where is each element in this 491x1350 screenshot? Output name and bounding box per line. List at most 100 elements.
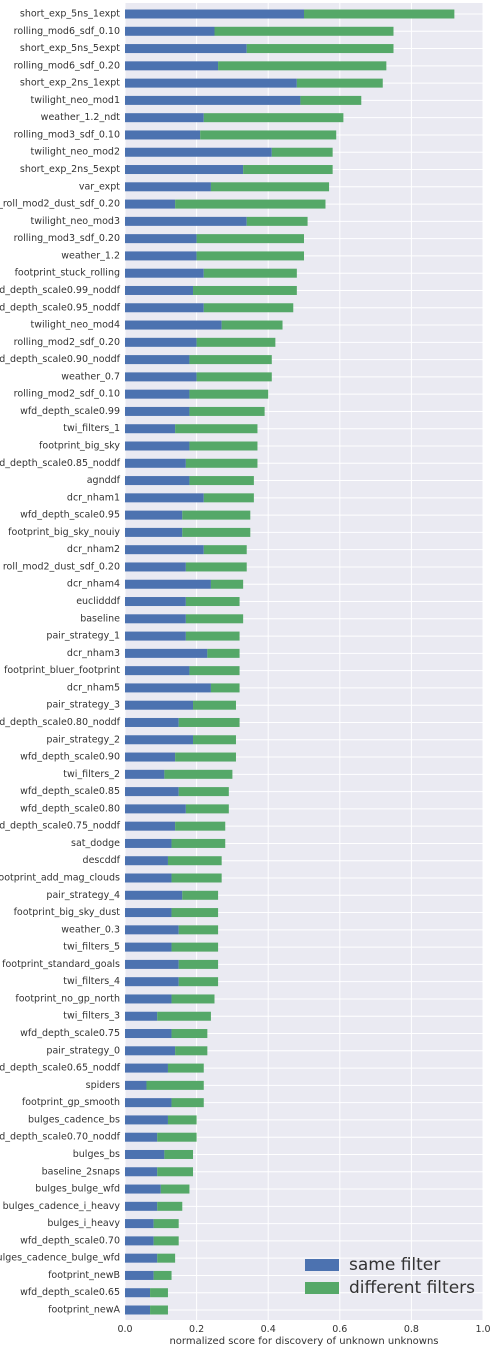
bar-different-filters-pair-strategy-0 [175, 1046, 208, 1056]
bar-different-filters-dcr-nham4 [210, 579, 244, 589]
bar-same-filter-bulges-cadence-bulge-wfd [125, 1253, 158, 1263]
legend-swatch-different-filters [305, 1282, 339, 1294]
y-tick-label: wfd_depth_scale0.99_noddf [0, 285, 121, 296]
bar-different-filters-pair-strategy-1 [185, 631, 240, 641]
bar-same-filter-roll-mod2-dust-sdf-0-20 [125, 562, 186, 572]
bar-different-filters-footprint-standard-goals [178, 959, 219, 969]
bar-different-filters-weather-0-3 [178, 925, 219, 935]
y-tick-label: weather_1.2 [61, 250, 120, 261]
y-tick-label: dcr_nham4 [67, 579, 120, 590]
bar-different-filters-dcr-nham2 [203, 545, 247, 555]
bar-different-filters-var-expt [210, 182, 330, 192]
bar-different-filters-spiders [146, 1080, 204, 1090]
y-tick-label: weather_1.2_ndt [41, 112, 121, 123]
y-tick-label: rolling_mod3_sdf_0.20 [14, 233, 120, 244]
bar-same-filter-descddf [125, 856, 168, 866]
bar-same-filter-wfd-depth-scale0-75 [125, 1029, 172, 1039]
bar-same-filter-footprint-add-mag-clouds [125, 873, 172, 883]
bar-same-filter-wfd-depth-scale0-99-noddf [125, 285, 194, 295]
bar-same-filter-footprint-big-sky-nouiy [125, 527, 183, 537]
y-tick-label: bulges_bulge_wfd [35, 1184, 120, 1195]
bar-different-filters-twi-filters-2 [164, 769, 233, 779]
y-tick-label: pair_strategy_3 [46, 700, 120, 711]
bar-different-filters-agnddf [189, 476, 254, 486]
y-tick-label: twi_filters_1 [63, 423, 120, 434]
bar-same-filter-twilight-neo-mod3 [125, 216, 247, 226]
y-tick-label: footprint_add_mag_clouds [0, 873, 120, 884]
y-tick-label: short_exp_2ns_5expt [20, 164, 120, 175]
bar-same-filter-footprint-newb [125, 1270, 154, 1280]
bar-same-filter-pair-strategy-2 [125, 735, 194, 745]
bar-same-filter-wfd-depth-scale0-70 [125, 1236, 154, 1246]
bar-same-filter-bulges-bs [125, 1149, 165, 1159]
bar-different-filters-footprint-big-sky-dust [171, 908, 219, 918]
bar-same-filter-twi-filters-5 [125, 942, 172, 952]
y-tick-label: wfd_depth_scale0.99 [20, 406, 120, 417]
y-tick-label: bulges_i_heavy [47, 1218, 120, 1229]
bar-different-filters-footprint-gp-smooth [171, 1098, 204, 1108]
bar-same-filter-bulges-i-heavy [125, 1219, 154, 1229]
x-tick-label: 1.0 [475, 1324, 490, 1335]
bar-same-filter-twi-filters-2 [125, 769, 165, 779]
y-tick-label: wfd_depth_scale0.70 [20, 1235, 120, 1246]
y-tick-label: wfd_depth_scale0.65_noddf [0, 1063, 121, 1074]
bar-same-filter-rolling-mod6-sdf-0-10 [125, 26, 215, 36]
y-tick-label: rolling_mod2_sdf_0.10 [14, 389, 120, 400]
y-tick-label: footprint_no_gp_north [15, 993, 120, 1004]
bar-different-filters-wfd-depth-scale0-99 [189, 406, 265, 416]
bar-same-filter-short-exp-2ns-1expt [125, 78, 297, 88]
y-tick-label: twi_filters_2 [63, 769, 120, 780]
bar-same-filter-rolling-mod2-sdf-0-20 [125, 337, 197, 347]
y-tick-label: dcr_nham3 [67, 648, 120, 659]
bar-same-filter-twi-filters-1 [125, 424, 176, 434]
bar-same-filter-short-exp-5ns-5expt [125, 44, 247, 54]
bar-same-filter-spiders [125, 1080, 147, 1090]
bar-different-filters-short-exp-5ns-1expt [304, 9, 455, 19]
bar-different-filters-dcr-nham3 [207, 648, 240, 658]
bar-same-filter-footprint-gp-smooth [125, 1098, 172, 1108]
bar-different-filters-bulges-bs [164, 1149, 194, 1159]
bar-different-filters-bulges-bulge-wfd [160, 1184, 190, 1194]
bar-different-filters-rolling-mod2-sdf-0-10 [189, 389, 269, 399]
bar-same-filter-rolling-mod3-sdf-0-10 [125, 130, 201, 140]
y-tick-label: rolling_mod3_sdf_0.10 [14, 129, 120, 140]
bar-same-filter-wfd-depth-scale0-95 [125, 510, 183, 520]
bar-same-filter-weather-1-2-ndt [125, 113, 204, 123]
legend-swatch-same-filter [305, 1259, 339, 1271]
bar-different-filters-rolling-mod3-sdf-0-20 [196, 234, 304, 244]
y-tick-label: short_exp_5ns_1expt [20, 9, 120, 20]
bar-same-filter-baseline-2snaps [125, 1167, 158, 1177]
y-tick-label: short_exp_2ns_1expt [20, 78, 120, 89]
y-tick-label: twi_filters_5 [63, 942, 120, 953]
bar-same-filter-dcr-nham1 [125, 493, 204, 503]
bar-different-filters-wfd-depth-scale0-99-noddf [193, 285, 297, 295]
bar-same-filter-weather-1-2 [125, 251, 197, 261]
legend-label-different-filters: different filters [349, 1278, 475, 1298]
bar-different-filters-pair-strategy-2 [193, 735, 236, 745]
bar-different-filters-wfd-depth-scale0-65-noddf [167, 1063, 204, 1073]
bar-different-filters-footprint-newa [150, 1305, 168, 1315]
bar-same-filter-rolling-mod3-sdf-0-20 [125, 234, 197, 244]
legend-label-same-filter: same filter [349, 1255, 440, 1275]
y-tick-label: bulges_cadence_bulge_wfd [0, 1253, 120, 1264]
bar-different-filters-footprint-big-sky-nouiy [182, 527, 251, 537]
y-tick-label: pair_strategy_2 [46, 734, 120, 745]
y-tick-label: bulges_bs [73, 1149, 120, 1160]
bar-different-filters-short-exp-2ns-1expt [296, 78, 383, 88]
bar-same-filter-bulges-bulge-wfd [125, 1184, 161, 1194]
bar-different-filters-sat-dodge [171, 838, 226, 848]
bar-different-filters-twilight-neo-mod2 [271, 147, 333, 157]
bar-different-filters-wfd-depth-scale0-65 [150, 1288, 168, 1298]
y-tick-label: wfd_depth_scale0.95_noddf [0, 302, 121, 313]
y-tick-label: twilight_neo_mod3 [30, 216, 120, 227]
legend: same filter different filters [305, 1255, 475, 1298]
bar-different-filters-footprint-bluer-footprint [189, 666, 240, 676]
y-tick-label: weather_0.7 [61, 371, 120, 382]
bar-same-filter-twi-filters-3 [125, 1011, 158, 1021]
bar-different-filters-rolling-mod2-sdf-0-20 [196, 337, 276, 347]
y-tick-label: wfd_depth_scale0.80_noddf [0, 717, 121, 728]
bar-same-filter-twi-filters-4 [125, 977, 179, 987]
bar-same-filter-euclidddf [125, 597, 186, 607]
